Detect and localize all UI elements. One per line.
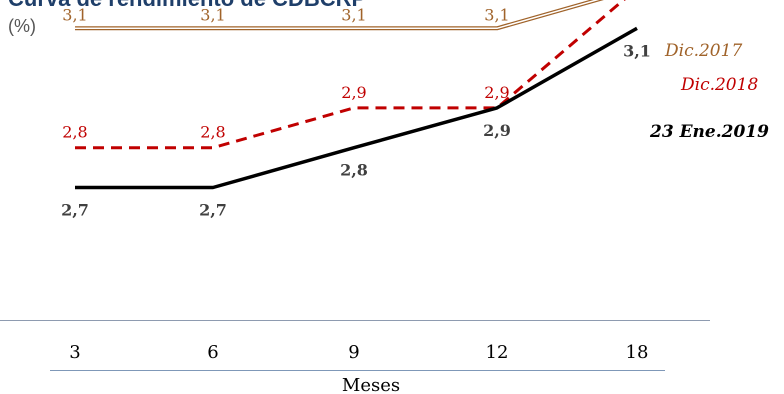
data-label-ene2019: 2,7 xyxy=(199,201,227,220)
chart-title: Curva de rendimiento de CDBCRP xyxy=(8,0,366,12)
data-label-dic2018: 2,8 xyxy=(200,123,225,142)
data-label-dic2017: 3,1 xyxy=(62,5,87,24)
series-name-dic2017: Dic.2017 xyxy=(664,41,742,61)
series-line-ene2019 xyxy=(75,26,638,190)
series-name-dic2018: Dic.2018 xyxy=(680,75,758,95)
data-label-dic2018: 2,8 xyxy=(62,123,87,142)
data-label-dic2017: 3,1 xyxy=(200,5,225,24)
data-label-ene2019: 3,1 xyxy=(623,41,651,60)
data-label-dic2017: 3,1 xyxy=(341,5,366,24)
data-label-dic2017: 3,1 xyxy=(484,5,509,24)
unit-label: (%) xyxy=(8,16,36,36)
x-tick-label: 9 xyxy=(348,342,359,363)
series-name-ene2019: 23 Ene.2019 xyxy=(649,122,769,142)
data-label-ene2019: 2,8 xyxy=(340,161,368,180)
series-line-dic2018 xyxy=(75,0,626,150)
data-label-ene2019: 2,7 xyxy=(61,201,89,220)
x-tick-label: 6 xyxy=(207,342,218,363)
data-label-dic2018: 2,9 xyxy=(484,83,509,102)
x-tick-label: 12 xyxy=(486,342,509,363)
data-label-dic2018: 2,9 xyxy=(341,83,366,102)
x-tick-label: 18 xyxy=(626,342,649,363)
series-line-dic2017-inner xyxy=(75,0,600,30)
data-label-ene2019: 2,9 xyxy=(483,121,511,140)
x-axis-label: Meses xyxy=(342,375,400,394)
x-tick-label: 3 xyxy=(69,342,80,363)
